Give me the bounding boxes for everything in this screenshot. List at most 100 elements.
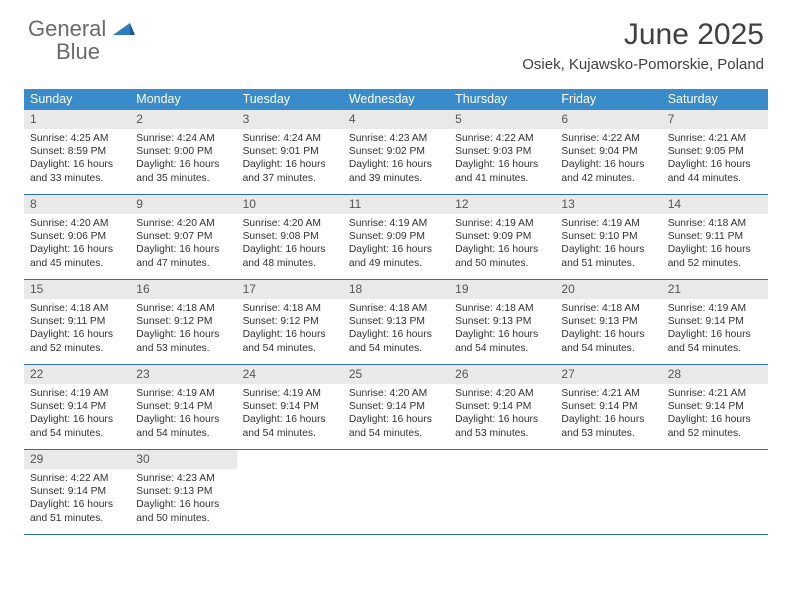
sunrise-line: Sunrise: 4:24 AM xyxy=(243,132,337,145)
daylight-line: Daylight: 16 hours and 53 minutes. xyxy=(136,328,230,354)
calendar-body: 1Sunrise: 4:25 AMSunset: 8:59 PMDaylight… xyxy=(24,110,768,535)
day-number: 30 xyxy=(130,450,236,469)
day-body: Sunrise: 4:20 AMSunset: 9:14 PMDaylight:… xyxy=(449,384,555,444)
day-number: 17 xyxy=(237,280,343,299)
month-title: June 2025 xyxy=(28,18,764,52)
day-cell: 19Sunrise: 4:18 AMSunset: 9:13 PMDayligh… xyxy=(449,280,555,364)
day-number: 5 xyxy=(449,110,555,129)
day-number: 1 xyxy=(24,110,130,129)
sunset-line: Sunset: 9:14 PM xyxy=(668,315,762,328)
day-cell: 4Sunrise: 4:23 AMSunset: 9:02 PMDaylight… xyxy=(343,110,449,194)
day-cell: 3Sunrise: 4:24 AMSunset: 9:01 PMDaylight… xyxy=(237,110,343,194)
daylight-line: Daylight: 16 hours and 44 minutes. xyxy=(668,158,762,184)
sunrise-line: Sunrise: 4:22 AM xyxy=(30,472,124,485)
day-body: Sunrise: 4:21 AMSunset: 9:14 PMDaylight:… xyxy=(662,384,768,444)
sunrise-line: Sunrise: 4:21 AM xyxy=(668,387,762,400)
daylight-line: Daylight: 16 hours and 51 minutes. xyxy=(561,243,655,269)
sunrise-line: Sunrise: 4:23 AM xyxy=(136,472,230,485)
day-body: Sunrise: 4:24 AMSunset: 9:01 PMDaylight:… xyxy=(237,129,343,189)
daylight-line: Daylight: 16 hours and 42 minutes. xyxy=(561,158,655,184)
sunset-line: Sunset: 9:14 PM xyxy=(455,400,549,413)
day-body: Sunrise: 4:20 AMSunset: 9:06 PMDaylight:… xyxy=(24,214,130,274)
sunrise-line: Sunrise: 4:20 AM xyxy=(455,387,549,400)
day-cell: 30 Sunrise: 4:23 AMSunset: 9:13 PMDayligh… xyxy=(130,450,236,534)
daylight-line: Daylight: 16 hours and 41 minutes. xyxy=(455,158,549,184)
day-cell: 23Sunrise: 4:19 AMSunset: 9:14 PMDayligh… xyxy=(130,365,236,449)
daylight-line: Daylight: 16 hours and 47 minutes. xyxy=(136,243,230,269)
dow-cell: Thursday xyxy=(449,89,555,110)
sunset-line: Sunset: 9:05 PM xyxy=(668,145,762,158)
sunrise-line: Sunrise: 4:22 AM xyxy=(455,132,549,145)
daylight-line: Daylight: 16 hours and 51 minutes. xyxy=(30,498,124,524)
day-number: 23 xyxy=(130,365,236,384)
daylight-line: Daylight: 16 hours and 54 minutes. xyxy=(561,328,655,354)
day-cell: 2Sunrise: 4:24 AMSunset: 9:00 PMDaylight… xyxy=(130,110,236,194)
day-cell: 16Sunrise: 4:18 AMSunset: 9:12 PMDayligh… xyxy=(130,280,236,364)
day-number: 21 xyxy=(662,280,768,299)
day-cell: 24Sunrise: 4:19 AMSunset: 9:14 PMDayligh… xyxy=(237,365,343,449)
daylight-line: Daylight: 16 hours and 52 minutes. xyxy=(668,243,762,269)
daylight-line: Daylight: 16 hours and 53 minutes. xyxy=(561,413,655,439)
day-number: 20 xyxy=(555,280,661,299)
daylight-line: Daylight: 16 hours and 54 minutes. xyxy=(243,413,337,439)
dow-cell: Monday xyxy=(130,89,236,110)
sunrise-line: Sunrise: 4:18 AM xyxy=(349,302,443,315)
day-body: Sunrise: 4:25 AMSunset: 8:59 PMDaylight:… xyxy=(24,129,130,189)
sunrise-line: Sunrise: 4:20 AM xyxy=(136,217,230,230)
day-cell: 17Sunrise: 4:18 AMSunset: 9:12 PMDayligh… xyxy=(237,280,343,364)
daylight-line: Daylight: 16 hours and 52 minutes. xyxy=(668,413,762,439)
sunrise-line: Sunrise: 4:18 AM xyxy=(668,217,762,230)
sunrise-line: Sunrise: 4:21 AM xyxy=(668,132,762,145)
sunrise-line: Sunrise: 4:24 AM xyxy=(136,132,230,145)
sunset-line: Sunset: 9:00 PM xyxy=(136,145,230,158)
day-cell: 13Sunrise: 4:19 AMSunset: 9:10 PMDayligh… xyxy=(555,195,661,279)
day-number: 6 xyxy=(555,110,661,129)
daylight-line: Daylight: 16 hours and 54 minutes. xyxy=(30,413,124,439)
sunset-line: Sunset: 9:14 PM xyxy=(668,400,762,413)
day-body: Sunrise: 4:20 AMSunset: 9:07 PMDaylight:… xyxy=(130,214,236,274)
week-row: 8Sunrise: 4:20 AMSunset: 9:06 PMDaylight… xyxy=(24,195,768,280)
day-cell: 21Sunrise: 4:19 AMSunset: 9:14 PMDayligh… xyxy=(662,280,768,364)
day-cell xyxy=(237,450,343,534)
day-body: Sunrise: 4:18 AMSunset: 9:12 PMDaylight:… xyxy=(130,299,236,359)
sunset-line: Sunset: 9:14 PM xyxy=(349,400,443,413)
sunrise-line: Sunrise: 4:19 AM xyxy=(349,217,443,230)
day-body: Sunrise: 4:19 AMSunset: 9:14 PMDaylight:… xyxy=(130,384,236,444)
sunset-line: Sunset: 9:13 PM xyxy=(136,485,230,498)
sunrise-line: Sunrise: 4:20 AM xyxy=(243,217,337,230)
day-number: 7 xyxy=(662,110,768,129)
week-row: 29Sunrise: 4:22 AMSunset: 9:14 PMDayligh… xyxy=(24,450,768,535)
sunrise-line: Sunrise: 4:19 AM xyxy=(30,387,124,400)
sunrise-line: Sunrise: 4:25 AM xyxy=(30,132,124,145)
day-cell xyxy=(662,450,768,534)
sunset-line: Sunset: 9:13 PM xyxy=(561,315,655,328)
day-number: 15 xyxy=(24,280,130,299)
sunrise-line: Sunrise: 4:19 AM xyxy=(136,387,230,400)
day-cell: 18Sunrise: 4:18 AMSunset: 9:13 PMDayligh… xyxy=(343,280,449,364)
day-number: 24 xyxy=(237,365,343,384)
daylight-line: Daylight: 16 hours and 50 minutes. xyxy=(455,243,549,269)
sunset-line: Sunset: 9:14 PM xyxy=(243,400,337,413)
sunrise-line: Sunrise: 4:18 AM xyxy=(30,302,124,315)
sunset-line: Sunset: 9:11 PM xyxy=(30,315,124,328)
sunrise-line: Sunrise: 4:20 AM xyxy=(30,217,124,230)
day-body: Sunrise: 4:20 AMSunset: 9:14 PMDaylight:… xyxy=(343,384,449,444)
sunset-line: Sunset: 9:13 PM xyxy=(455,315,549,328)
dow-cell: Saturday xyxy=(662,89,768,110)
day-cell: 8Sunrise: 4:20 AMSunset: 9:06 PMDaylight… xyxy=(24,195,130,279)
day-cell: 11Sunrise: 4:19 AMSunset: 9:09 PMDayligh… xyxy=(343,195,449,279)
day-body: Sunrise: 4:21 AMSunset: 9:14 PMDaylight:… xyxy=(555,384,661,444)
day-cell: 5Sunrise: 4:22 AMSunset: 9:03 PMDaylight… xyxy=(449,110,555,194)
day-body: Sunrise: 4:22 AMSunset: 9:04 PMDaylight:… xyxy=(555,129,661,189)
sunset-line: Sunset: 9:12 PM xyxy=(136,315,230,328)
day-cell: 22Sunrise: 4:19 AMSunset: 9:14 PMDayligh… xyxy=(24,365,130,449)
day-number: 12 xyxy=(449,195,555,214)
day-body: Sunrise: 4:19 AMSunset: 9:14 PMDaylight:… xyxy=(662,299,768,359)
day-body: Sunrise: 4:22 AMSunset: 9:14 PMDaylight:… xyxy=(24,469,130,529)
day-body: Sunrise: 4:19 AMSunset: 9:14 PMDaylight:… xyxy=(24,384,130,444)
day-body: Sunrise: 4:18 AMSunset: 9:12 PMDaylight:… xyxy=(237,299,343,359)
day-body: Sunrise: 4:21 AMSunset: 9:05 PMDaylight:… xyxy=(662,129,768,189)
day-cell: 6Sunrise: 4:22 AMSunset: 9:04 PMDaylight… xyxy=(555,110,661,194)
day-cell: 7Sunrise: 4:21 AMSunset: 9:05 PMDaylight… xyxy=(662,110,768,194)
daylight-line: Daylight: 16 hours and 50 minutes. xyxy=(136,498,230,524)
